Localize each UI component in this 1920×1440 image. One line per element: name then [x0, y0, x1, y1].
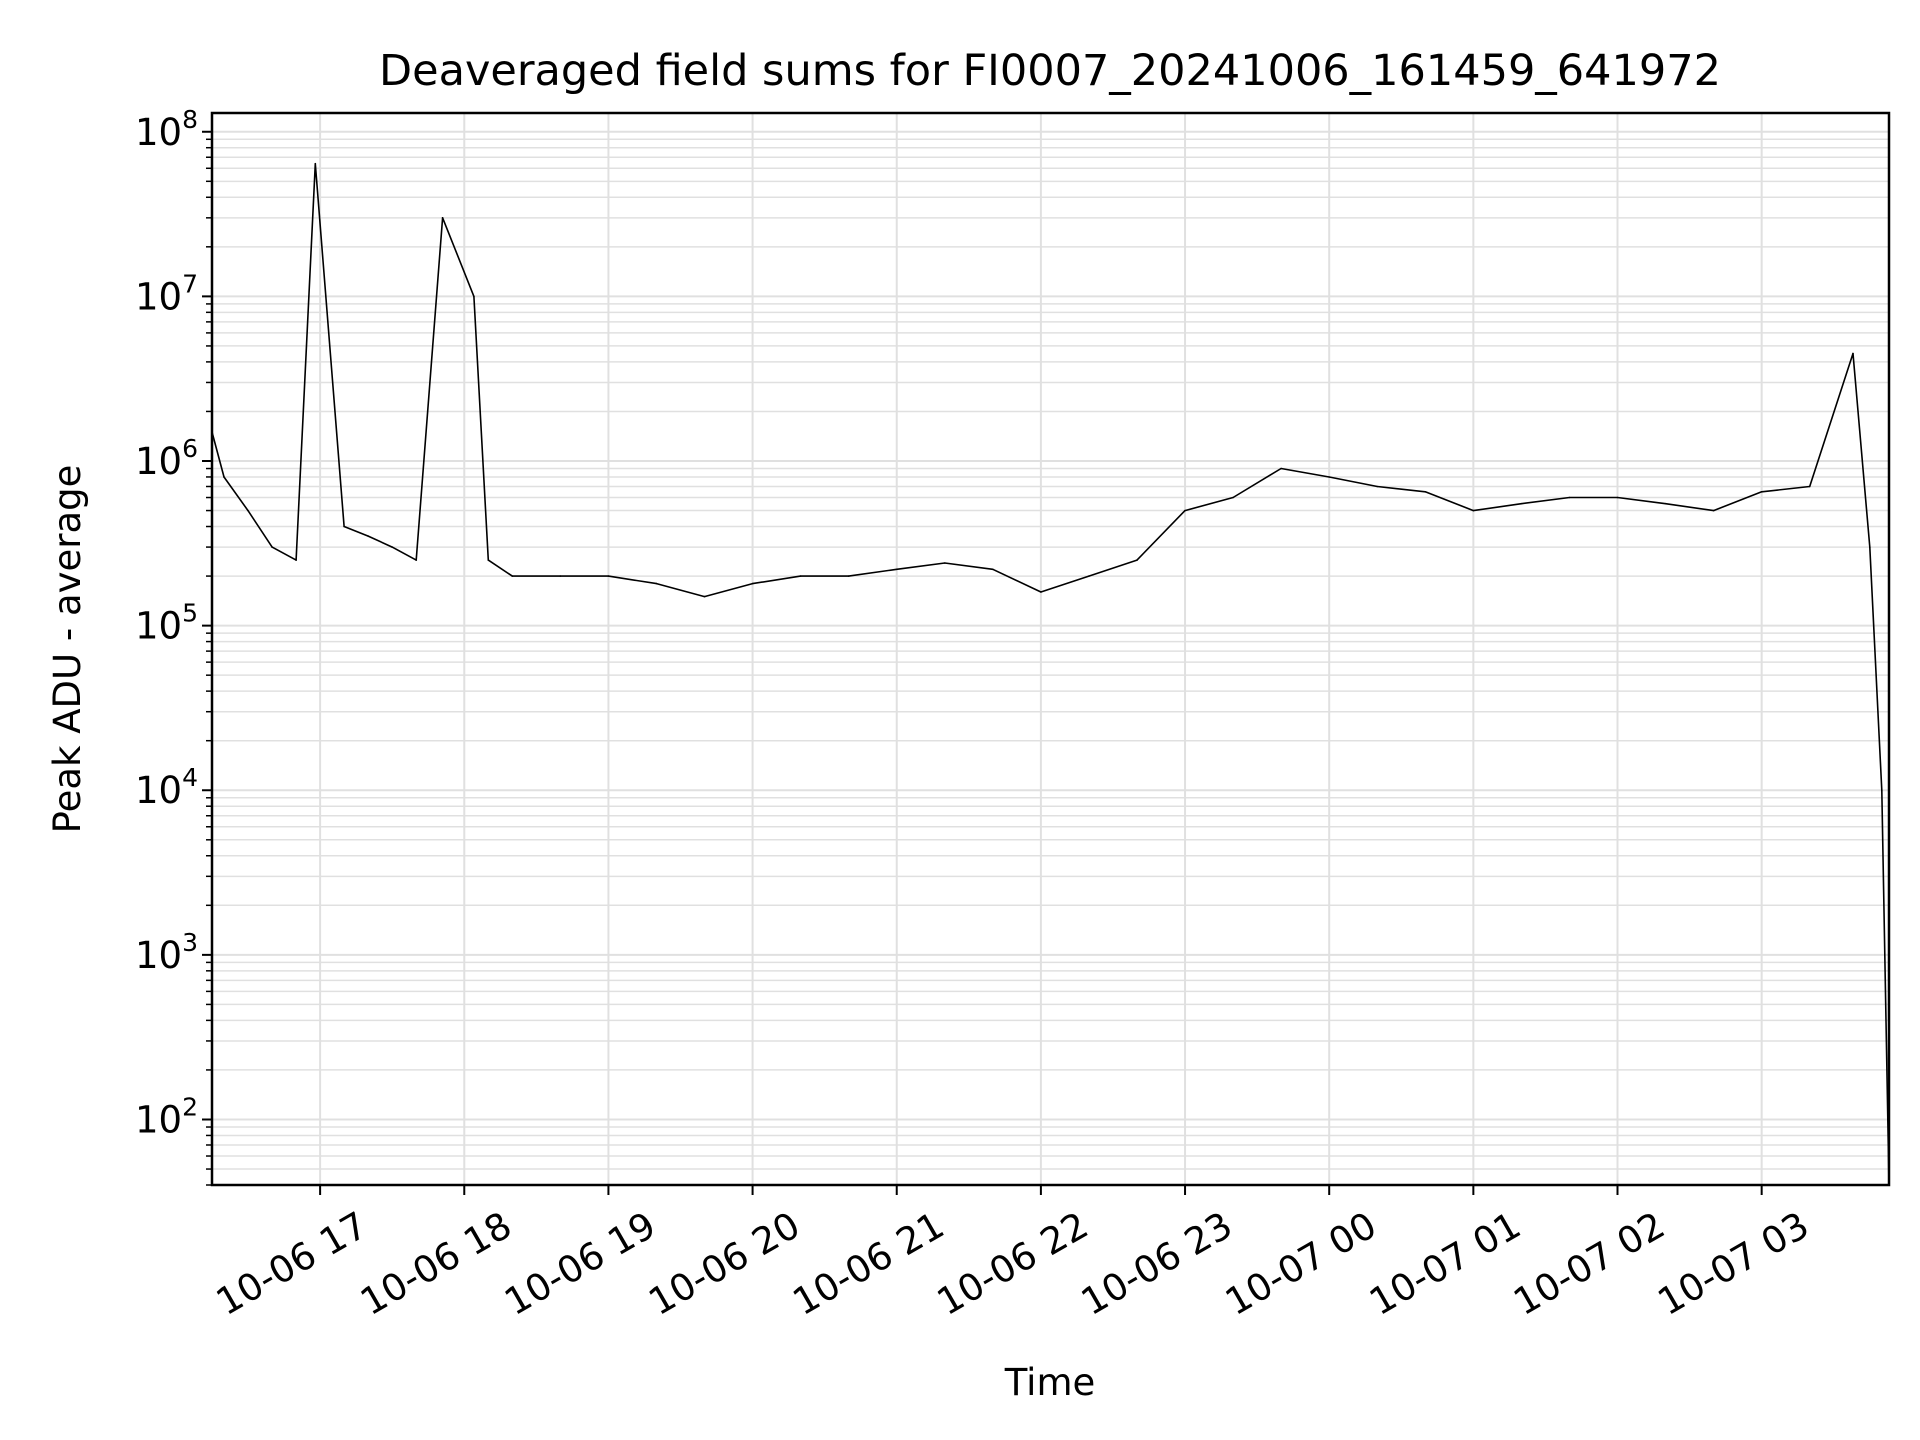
data-point — [1232, 496, 1234, 499]
y-tick-label: 106 — [135, 434, 198, 483]
data-point — [655, 582, 658, 585]
data-point — [1040, 591, 1042, 593]
data-point — [1424, 491, 1427, 493]
x-tick-label: 10-07 03 — [1651, 1204, 1817, 1324]
data-point — [703, 595, 706, 598]
x-axis-label: Time — [1004, 1361, 1096, 1404]
data-point — [751, 582, 754, 585]
data-point — [1760, 491, 1763, 493]
data-point — [487, 559, 490, 561]
data-point — [343, 525, 345, 528]
data-point — [1280, 467, 1282, 470]
data-point — [223, 476, 225, 478]
x-tick-label: 10-06 18 — [353, 1204, 519, 1324]
data-point — [1664, 502, 1667, 505]
data-point — [799, 575, 802, 577]
data-point — [473, 295, 475, 298]
data-point — [415, 559, 418, 561]
y-tick-label: 108 — [135, 105, 198, 154]
data-point — [1869, 546, 1871, 548]
data-point — [247, 509, 249, 512]
x-tick-label: 10-06 21 — [786, 1204, 952, 1324]
data-point — [1472, 509, 1475, 512]
x-tick-label: 10-07 01 — [1362, 1204, 1528, 1324]
data-point — [1881, 789, 1883, 791]
data-point — [607, 575, 610, 577]
data-point — [944, 562, 946, 564]
data-point — [314, 162, 317, 165]
data-point — [295, 559, 297, 561]
y-tick-label: 107 — [135, 269, 198, 318]
x-tick-label: 10-06 19 — [497, 1204, 663, 1324]
data-point — [391, 546, 394, 548]
data-point — [1616, 496, 1619, 499]
data-point — [847, 575, 850, 577]
x-tick-label: 10-06 17 — [209, 1204, 375, 1324]
y-tick-label: 104 — [135, 763, 198, 812]
data-point — [1568, 496, 1571, 499]
data-point — [511, 575, 514, 577]
data-point — [895, 568, 898, 571]
y-tick-label: 103 — [135, 928, 198, 977]
x-tick-label: 10-06 23 — [1074, 1204, 1240, 1324]
data-point — [1376, 485, 1379, 488]
data-point — [992, 568, 994, 571]
data-point — [559, 575, 562, 577]
y-tick-label: 102 — [135, 1092, 198, 1141]
data-point — [1136, 559, 1138, 561]
data-point — [1520, 502, 1523, 505]
y-axis-label: Peak ADU - average — [46, 465, 89, 834]
data-point — [271, 546, 273, 548]
data-point — [1328, 476, 1330, 478]
x-tick-label: 10-06 22 — [930, 1204, 1096, 1324]
plot-frame — [210, 111, 1891, 1187]
data-point — [1088, 575, 1090, 577]
x-tick-label: 10-06 20 — [642, 1204, 808, 1324]
x-tick-label: 10-07 00 — [1218, 1204, 1384, 1324]
data-point — [1808, 485, 1811, 488]
data-point — [441, 217, 444, 219]
y-tick-label: 105 — [135, 599, 198, 648]
data-point — [1852, 352, 1854, 355]
data-point — [1712, 509, 1715, 512]
data-point — [1184, 509, 1186, 512]
data-point — [367, 535, 370, 537]
x-tick-label: 10-07 02 — [1506, 1204, 1672, 1324]
chart-title: Deaveraged field sums for FI0007_2024100… — [379, 46, 1721, 96]
